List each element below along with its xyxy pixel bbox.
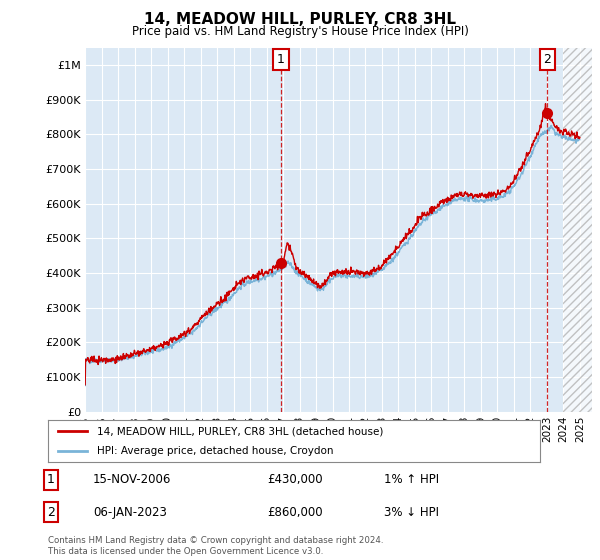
- Text: 2: 2: [544, 53, 551, 66]
- Text: 2: 2: [47, 506, 55, 519]
- Text: Contains HM Land Registry data © Crown copyright and database right 2024.
This d: Contains HM Land Registry data © Crown c…: [48, 536, 383, 556]
- Text: HPI: Average price, detached house, Croydon: HPI: Average price, detached house, Croy…: [97, 446, 334, 456]
- Text: 1% ↑ HPI: 1% ↑ HPI: [384, 473, 439, 487]
- Text: £430,000: £430,000: [267, 473, 323, 487]
- Text: Price paid vs. HM Land Registry's House Price Index (HPI): Price paid vs. HM Land Registry's House …: [131, 25, 469, 38]
- Text: 06-JAN-2023: 06-JAN-2023: [93, 506, 167, 519]
- Text: 14, MEADOW HILL, PURLEY, CR8 3HL: 14, MEADOW HILL, PURLEY, CR8 3HL: [144, 12, 456, 27]
- Text: 15-NOV-2006: 15-NOV-2006: [93, 473, 172, 487]
- Text: £860,000: £860,000: [267, 506, 323, 519]
- Text: 14, MEADOW HILL, PURLEY, CR8 3HL (detached house): 14, MEADOW HILL, PURLEY, CR8 3HL (detach…: [97, 426, 383, 436]
- Text: 1: 1: [277, 53, 285, 66]
- Bar: [563, 48, 592, 412]
- Text: 3% ↓ HPI: 3% ↓ HPI: [384, 506, 439, 519]
- Text: 1: 1: [47, 473, 55, 487]
